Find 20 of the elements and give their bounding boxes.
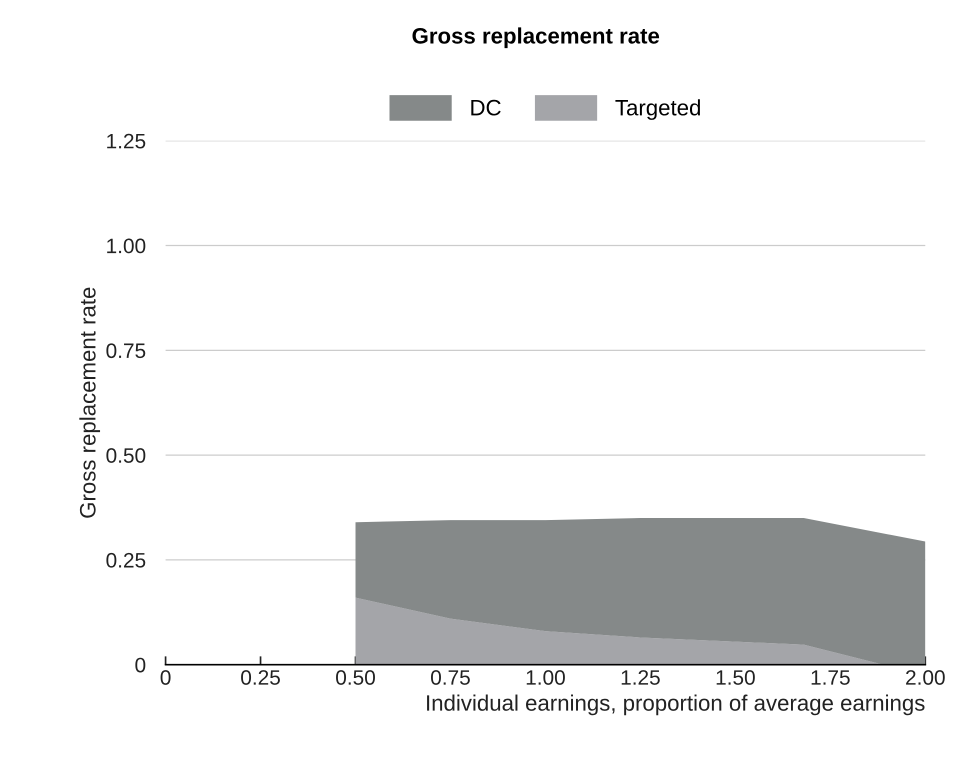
legend-label: Targeted (615, 99, 700, 120)
x-tick-label: 1.25 (622, 670, 660, 685)
x-tick-label: 0.25 (241, 670, 280, 685)
x-tick-label: 0 (160, 670, 171, 685)
x-tick-label: 0.75 (431, 670, 470, 685)
chart-title: Gross replacement rate (412, 27, 660, 48)
x-tick-label: 1.50 (716, 670, 755, 685)
x-tick-label: 2.00 (906, 670, 945, 685)
y-axis-title: Gross replacement rate (79, 288, 100, 518)
x-tick-label: 1.75 (812, 670, 850, 685)
x-axis-title: Individual earnings, proportion of average earnings (427, 694, 925, 716)
y-tick-label: 0.75 (106, 343, 146, 358)
y-tick-label: 0 (135, 658, 146, 672)
legend-label: DC (471, 100, 501, 116)
x-tick-label: 0.50 (336, 670, 375, 685)
x-tick-label: 1.00 (526, 670, 565, 685)
y-tick-label: 1.25 (107, 134, 146, 149)
y-tick-label: 1.00 (107, 238, 146, 254)
y-tick-label: 0.50 (106, 448, 146, 463)
y-tick-label: 0.25 (106, 552, 146, 568)
